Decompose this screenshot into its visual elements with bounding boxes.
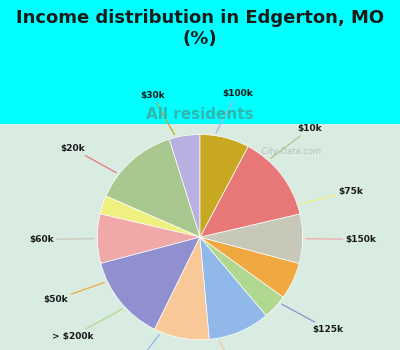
Text: $50k: $50k <box>44 282 104 304</box>
Text: $75k: $75k <box>300 187 363 204</box>
Wedge shape <box>200 237 266 339</box>
Text: $10k: $10k <box>271 124 322 159</box>
Wedge shape <box>200 134 248 237</box>
Text: $60k: $60k <box>30 235 94 244</box>
Text: $100k: $100k <box>216 89 253 133</box>
Wedge shape <box>200 237 299 297</box>
Text: All residents: All residents <box>146 107 254 122</box>
Text: City-Data.com: City-Data.com <box>256 147 320 156</box>
Text: $200k: $200k <box>219 341 257 350</box>
Wedge shape <box>200 237 283 315</box>
Wedge shape <box>97 214 200 264</box>
Text: $150k: $150k <box>306 235 376 244</box>
Wedge shape <box>200 214 303 264</box>
Text: $30k: $30k <box>140 91 174 134</box>
Wedge shape <box>106 139 200 237</box>
Wedge shape <box>101 237 200 329</box>
Text: $20k: $20k <box>60 144 116 173</box>
Text: Income distribution in Edgerton, MO
(%): Income distribution in Edgerton, MO (%) <box>16 9 384 48</box>
Text: > $200k: > $200k <box>52 309 122 341</box>
Text: $40k: $40k <box>119 335 159 350</box>
Wedge shape <box>100 196 200 237</box>
Wedge shape <box>200 147 300 237</box>
Text: $125k: $125k <box>282 304 344 334</box>
Wedge shape <box>169 134 200 237</box>
Wedge shape <box>155 237 209 340</box>
